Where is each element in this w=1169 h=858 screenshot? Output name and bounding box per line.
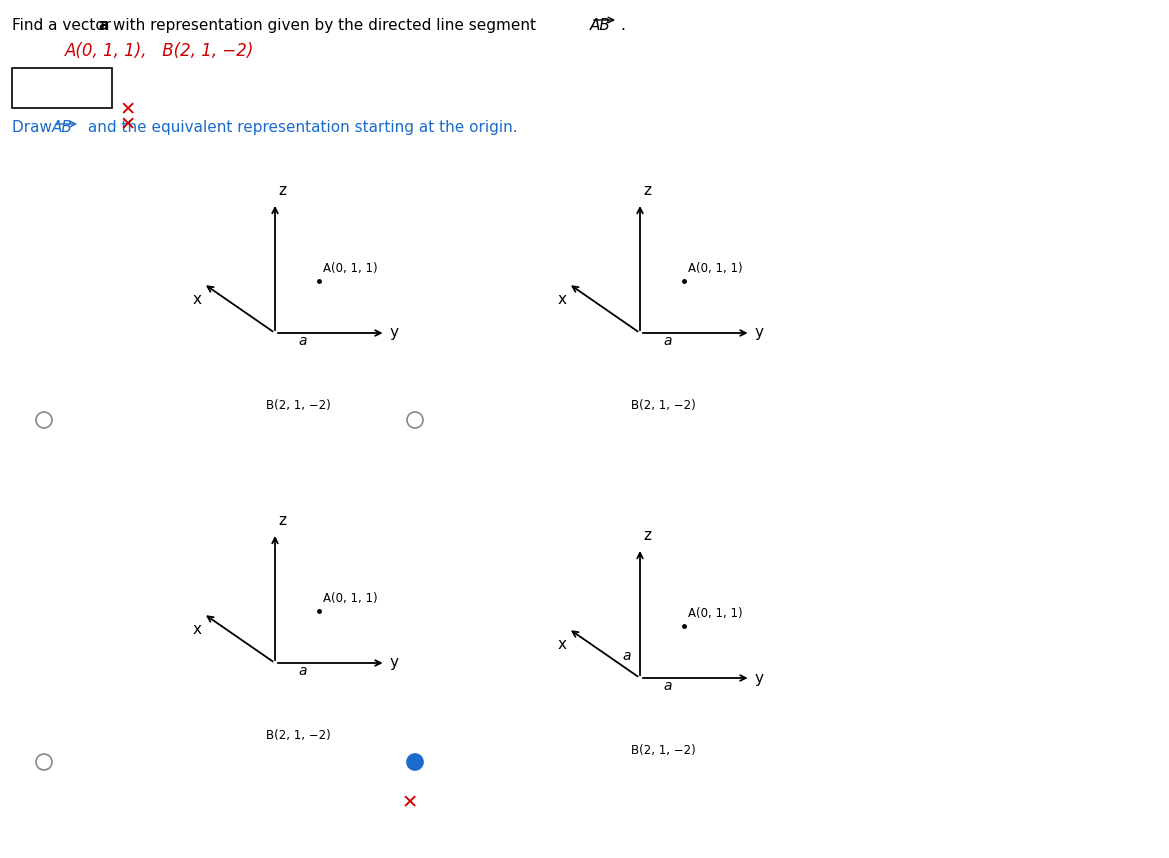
Text: and the equivalent representation starting at the origin.: and the equivalent representation starti… [83, 120, 518, 135]
Text: A(0, 1, 1),   B(2, 1, −2): A(0, 1, 1), B(2, 1, −2) [65, 42, 255, 60]
Text: y: y [389, 656, 399, 670]
Text: y: y [754, 325, 763, 341]
Text: ✕: ✕ [402, 793, 419, 812]
Text: y: y [754, 670, 763, 686]
Text: A(0, 1, 1): A(0, 1, 1) [323, 262, 378, 275]
Text: with representation given by the directed line segment: with representation given by the directe… [108, 18, 541, 33]
Text: AB: AB [590, 18, 611, 33]
Text: z: z [278, 183, 286, 198]
Text: x: x [558, 637, 567, 651]
Circle shape [407, 754, 423, 770]
Text: A(0, 1, 1): A(0, 1, 1) [689, 607, 742, 620]
Text: a: a [298, 664, 307, 678]
Text: B(2, 1, −2): B(2, 1, −2) [631, 400, 696, 413]
Text: z: z [643, 528, 651, 543]
Text: z: z [643, 183, 651, 198]
Text: B(2, 1, −2): B(2, 1, −2) [631, 745, 696, 758]
Text: a: a [622, 649, 630, 663]
Text: Find a vector: Find a vector [12, 18, 116, 33]
Text: ✕: ✕ [120, 100, 137, 119]
Text: a: a [98, 18, 109, 33]
FancyBboxPatch shape [12, 68, 112, 108]
Text: a: a [298, 335, 307, 348]
Text: Draw: Draw [12, 120, 57, 135]
Circle shape [36, 412, 51, 428]
Text: AB: AB [51, 120, 72, 135]
Text: A(0, 1, 1): A(0, 1, 1) [689, 262, 742, 275]
Text: B(2, 1, −2): B(2, 1, −2) [267, 400, 331, 413]
Text: x: x [193, 292, 201, 306]
Circle shape [36, 754, 51, 770]
Text: .: . [620, 18, 625, 33]
Text: A(0, 1, 1): A(0, 1, 1) [323, 592, 378, 605]
Text: B(2, 1, −2): B(2, 1, −2) [267, 729, 331, 742]
Text: x: x [193, 621, 201, 637]
Text: ✕: ✕ [120, 115, 137, 134]
Text: y: y [389, 325, 399, 341]
Circle shape [407, 412, 423, 428]
Text: a: a [664, 335, 672, 348]
Text: a: a [664, 680, 672, 693]
Text: x: x [558, 292, 567, 306]
Text: z: z [278, 513, 286, 528]
